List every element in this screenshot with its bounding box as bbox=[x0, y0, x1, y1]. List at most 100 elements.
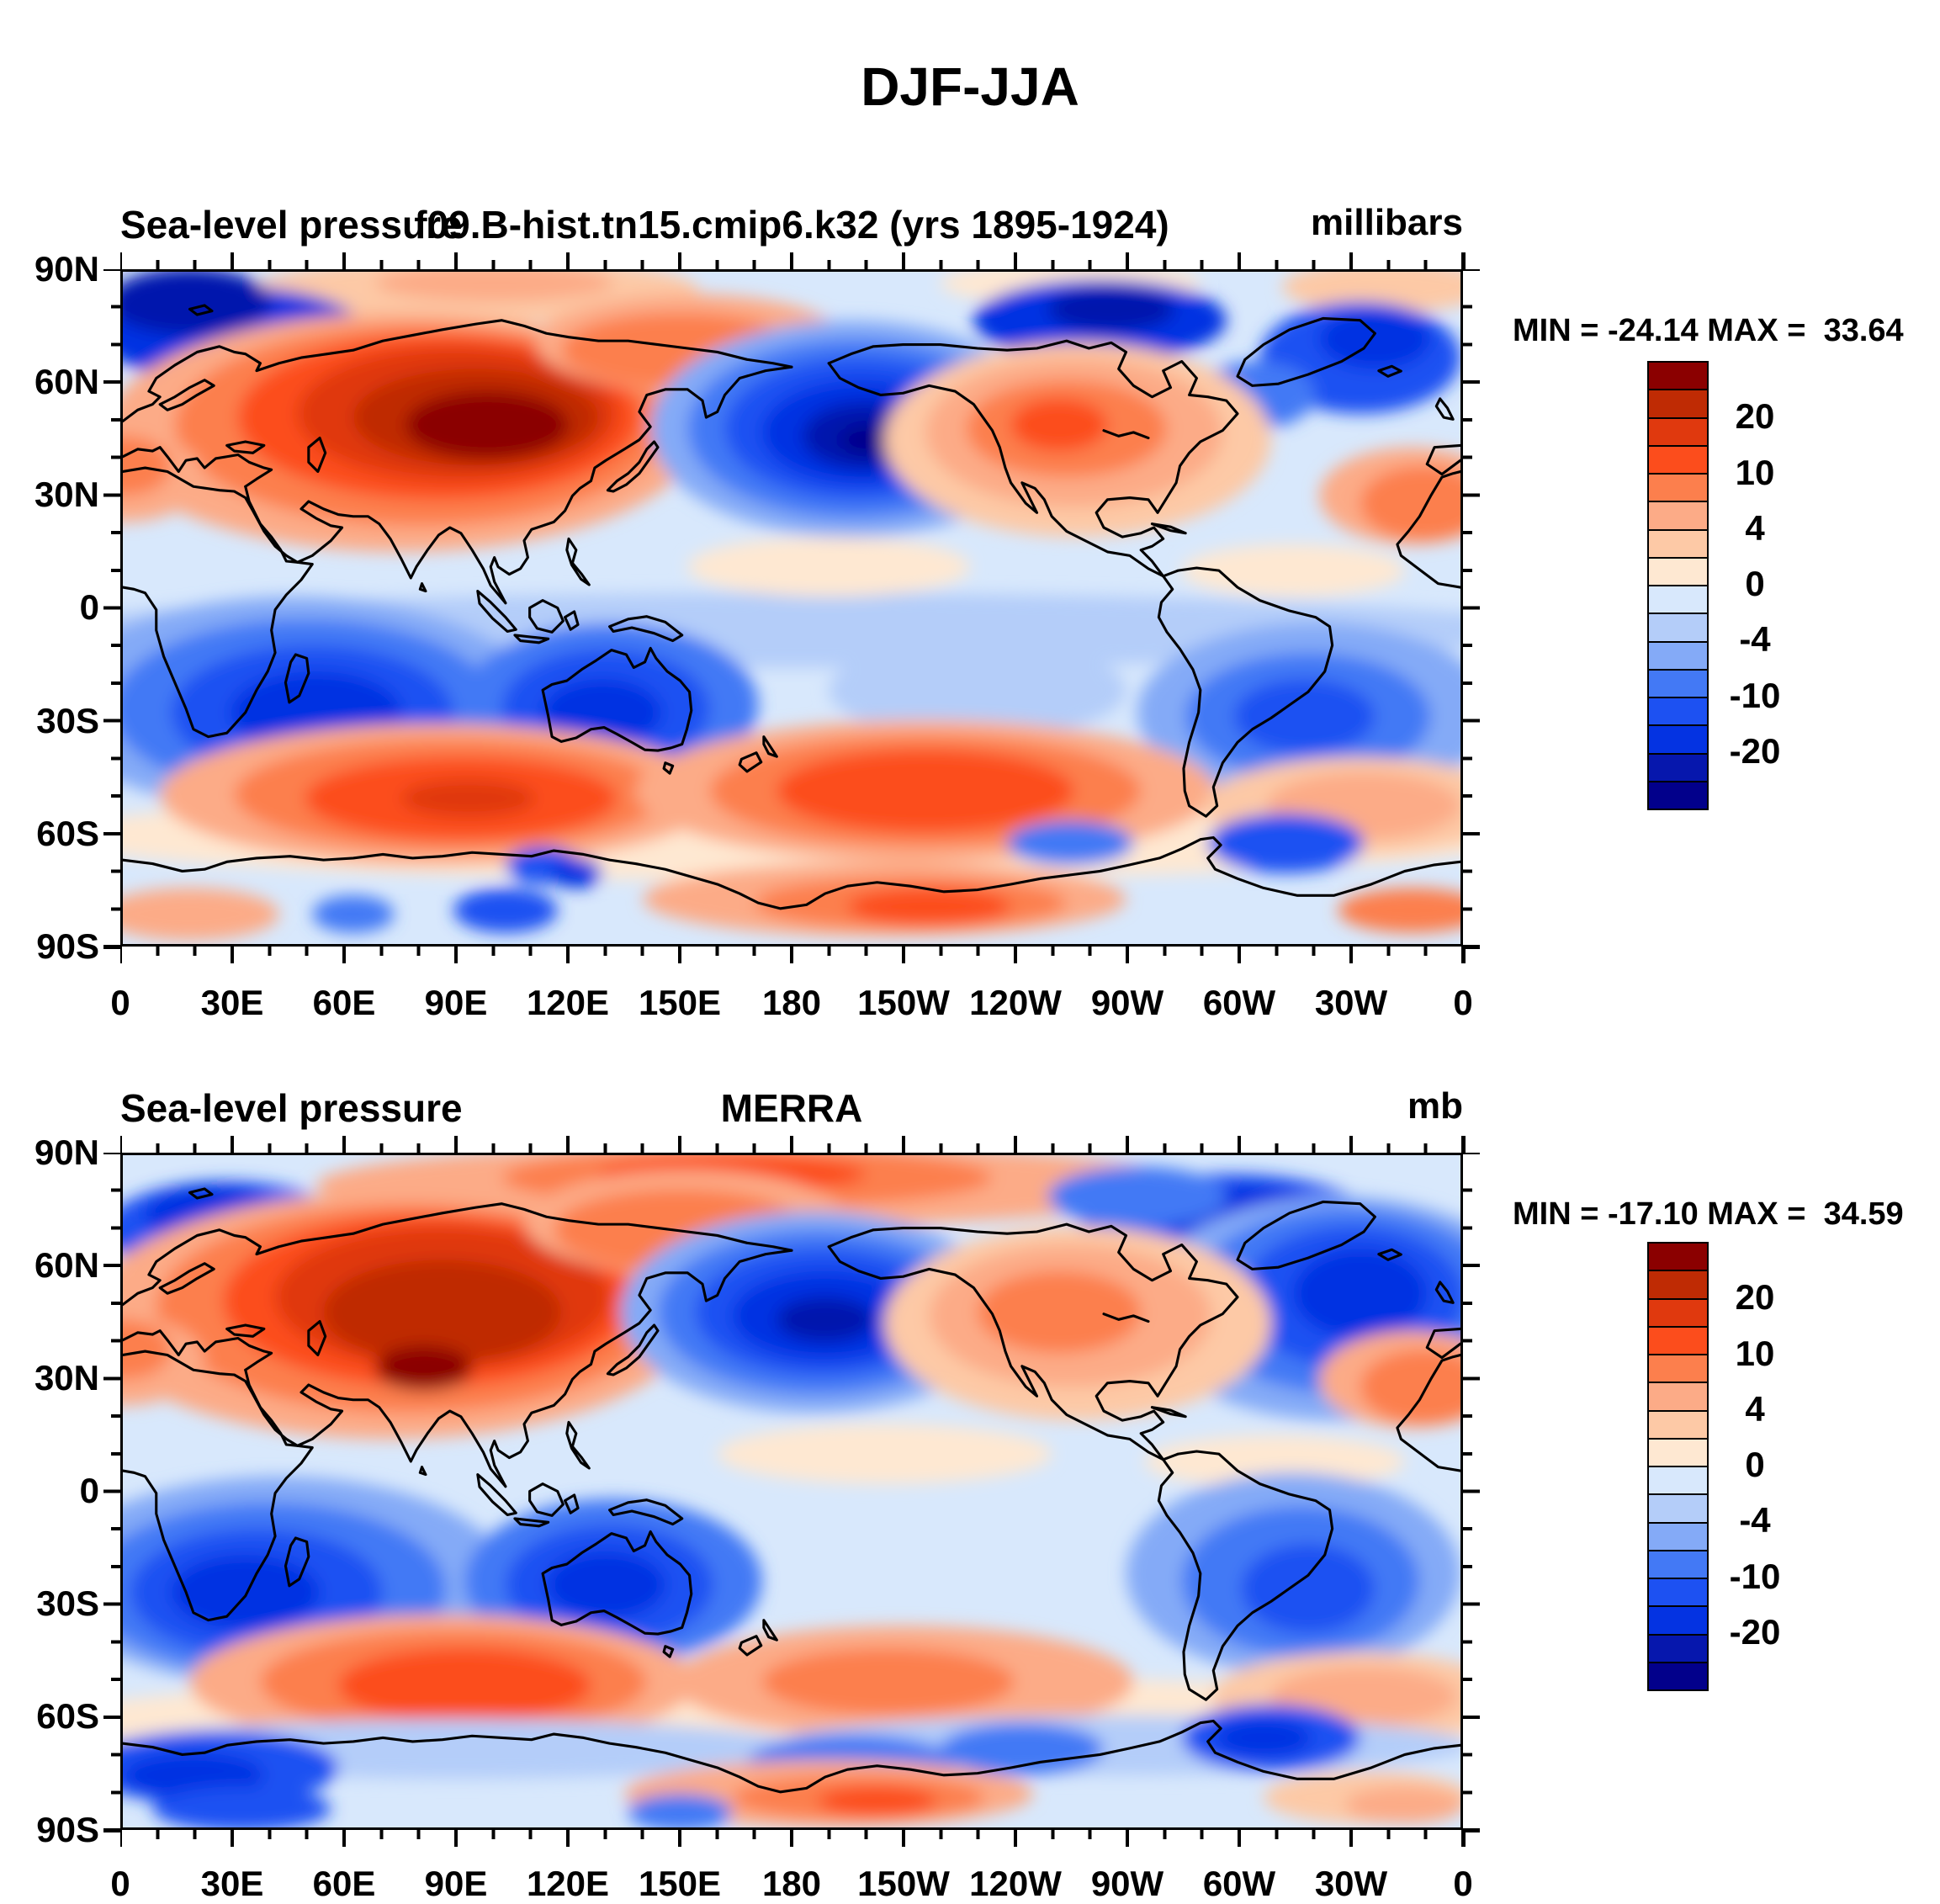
panel2-left-axis-minor-ticks bbox=[111, 1153, 120, 1832]
colorbar-cell bbox=[1649, 1663, 1707, 1689]
colorbar-cell bbox=[1649, 1383, 1707, 1412]
lon-tick-label: 60E bbox=[312, 983, 376, 1022]
colorbar-cell bbox=[1649, 1635, 1707, 1663]
colorbar-cell bbox=[1649, 726, 1707, 755]
lon-tick-label: 150E bbox=[638, 983, 722, 1022]
panel2-anomaly-field bbox=[123, 1155, 1460, 1827]
panel1-top-axis-major-ticks bbox=[120, 252, 1466, 269]
colorbar-tick-label: 20 bbox=[1735, 396, 1775, 436]
panel1-map bbox=[120, 269, 1463, 947]
lon-tick-label: 0 bbox=[110, 983, 130, 1022]
panel2-map-field bbox=[123, 1155, 1460, 1827]
panel2-right-axis-minor-ticks bbox=[1463, 1153, 1472, 1832]
colorbar-tick-label: -10 bbox=[1729, 676, 1781, 715]
lon-tick-label: 60W bbox=[1202, 983, 1276, 1022]
panel2-left-axis-major-ticks bbox=[103, 1153, 120, 1832]
lon-tick-label: 30E bbox=[200, 1864, 264, 1903]
lat-tick-label: 90N bbox=[34, 1132, 99, 1172]
colorbar-cell bbox=[1649, 530, 1707, 559]
lon-tick-label: 60W bbox=[1202, 1864, 1276, 1903]
lon-tick-label: 0 bbox=[1453, 983, 1473, 1022]
colorbar-tick-label: 0 bbox=[1745, 564, 1765, 603]
colorbar-cell bbox=[1649, 1495, 1707, 1524]
lat-tick-label: 90N bbox=[34, 249, 99, 289]
panel2-variable-label: Sea-level pressure bbox=[120, 1086, 463, 1130]
lon-tick-label: 150E bbox=[638, 1864, 722, 1903]
colorbar-cell bbox=[1649, 1411, 1707, 1440]
lat-tick-label: 60S bbox=[36, 1696, 99, 1736]
panel1-bottom-axis-minor-ticks bbox=[120, 947, 1466, 956]
lon-tick-label: 180 bbox=[761, 983, 822, 1022]
panel2-bottom-axis-major-ticks bbox=[120, 1830, 1466, 1847]
lon-tick-label: 120E bbox=[526, 1864, 610, 1903]
colorbar-cell bbox=[1649, 754, 1707, 782]
lon-tick-label: 90W bbox=[1090, 1864, 1164, 1903]
colorbar-cell bbox=[1649, 670, 1707, 698]
lat-tick-label: 30S bbox=[36, 701, 99, 740]
panel2-header: Sea-level pressure MERRA mb bbox=[120, 1085, 1463, 1132]
panel1-left-axis-minor-ticks bbox=[111, 269, 120, 949]
colorbar-cell bbox=[1649, 698, 1707, 727]
lon-tick-label: 120W bbox=[969, 983, 1062, 1022]
panel2-bottom-axis-minor-ticks bbox=[120, 1830, 1466, 1839]
panel1-minmax: MIN = -24.14 MAX = 33.64 bbox=[1513, 313, 1904, 348]
colorbar-cell bbox=[1649, 475, 1707, 503]
panel1-units-label: millibars bbox=[1311, 202, 1463, 243]
lat-tick-label: 30S bbox=[36, 1583, 99, 1623]
panel1-map-field bbox=[123, 272, 1460, 944]
lon-tick-label: 180 bbox=[761, 1864, 822, 1903]
lon-tick-label: 30W bbox=[1314, 983, 1388, 1022]
panel2-map bbox=[120, 1153, 1463, 1830]
panel1-top-axis-minor-ticks bbox=[120, 260, 1466, 269]
colorbar-cell bbox=[1649, 363, 1707, 391]
lat-tick-label: 60S bbox=[36, 814, 99, 853]
panel2-case-label: MERRA bbox=[720, 1086, 863, 1130]
panel1-right-axis-major-ticks bbox=[1463, 269, 1480, 949]
lon-tick-label: 60E bbox=[312, 1864, 376, 1903]
lat-tick-label: 60N bbox=[34, 362, 99, 401]
colorbar-tick-label: -4 bbox=[1739, 619, 1771, 659]
panel1-bottom-axis-major-ticks bbox=[120, 947, 1466, 963]
panel1-anomaly-field bbox=[123, 272, 1460, 941]
colorbar-cell bbox=[1649, 1551, 1707, 1579]
colorbar-cell bbox=[1649, 1327, 1707, 1355]
lat-tick-label: 0 bbox=[79, 1471, 99, 1510]
lon-tick-label: 150W bbox=[857, 1864, 950, 1903]
panel1-left-axis-major-ticks bbox=[103, 269, 120, 949]
panel1-variable-label: Sea-level pressure bbox=[120, 203, 463, 247]
colorbar-cell bbox=[1649, 1607, 1707, 1636]
panel1-header: Sea-level pressure f09.B-hist.tn15.cmip6… bbox=[120, 202, 1463, 249]
colorbar-cell bbox=[1649, 614, 1707, 643]
colorbar-tick-label: 4 bbox=[1745, 1389, 1765, 1429]
lon-tick-label: 0 bbox=[110, 1864, 130, 1903]
colorbar-cell bbox=[1649, 782, 1707, 809]
panel1-right-axis-minor-ticks bbox=[1463, 269, 1472, 949]
colorbar-tick-label: 10 bbox=[1735, 1334, 1775, 1373]
lat-tick-label: 90S bbox=[36, 1810, 99, 1849]
colorbar-cell bbox=[1649, 446, 1707, 475]
lon-tick-label: 30W bbox=[1314, 1864, 1388, 1903]
lon-tick-label: 30E bbox=[200, 983, 264, 1022]
colorbar-tick-label: -20 bbox=[1729, 731, 1781, 771]
lon-tick-label: 150W bbox=[857, 983, 950, 1022]
panel2-top-axis-major-ticks bbox=[120, 1136, 1466, 1153]
lon-tick-label: 120E bbox=[526, 983, 610, 1022]
lat-tick-label: 30N bbox=[34, 1358, 99, 1398]
lat-tick-label: 30N bbox=[34, 475, 99, 514]
panel2-colorbar bbox=[1647, 1242, 1709, 1691]
page-title: DJF-JJA bbox=[861, 56, 1079, 117]
colorbar-tick-label: -20 bbox=[1729, 1612, 1781, 1652]
colorbar-cell bbox=[1649, 1523, 1707, 1551]
lat-tick-label: 60N bbox=[34, 1245, 99, 1285]
lon-tick-label: 90E bbox=[424, 983, 488, 1022]
panel1-colorbar bbox=[1647, 361, 1709, 810]
colorbar-cell bbox=[1649, 642, 1707, 671]
lon-tick-label: 120W bbox=[969, 1864, 1062, 1903]
panel1-case-label: f09.B-hist.tn15.cmip6.k32 (yrs 1895-1924… bbox=[414, 203, 1169, 247]
colorbar-cell bbox=[1649, 1355, 1707, 1384]
panel2-units-label: mb bbox=[1407, 1085, 1463, 1127]
colorbar-tick-label: 20 bbox=[1735, 1277, 1775, 1317]
lon-tick-label: 0 bbox=[1453, 1864, 1473, 1903]
colorbar-tick-label: 0 bbox=[1745, 1445, 1765, 1484]
